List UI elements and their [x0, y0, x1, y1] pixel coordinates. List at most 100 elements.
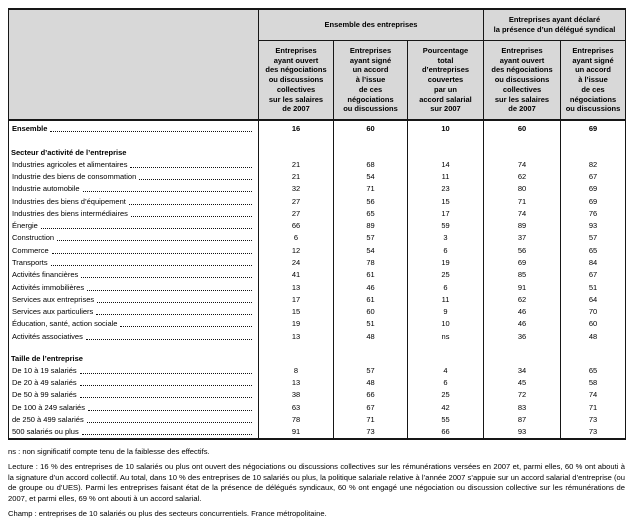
value-cell: 89: [483, 219, 561, 233]
value-cell: 21: [258, 170, 334, 183]
value-cell: 73: [333, 425, 408, 440]
table-row: De 50 à 99 salariés 38 66 25 72 74: [8, 389, 626, 402]
value-cell: 69: [483, 256, 561, 269]
value-cell: 71: [588, 402, 598, 412]
value-cell: 6: [407, 244, 484, 257]
dot-leader: [81, 434, 252, 436]
value-cell: 91: [483, 281, 561, 294]
value-cell: 8: [258, 364, 334, 377]
table-row: Transports 24 78 19 69 84: [8, 256, 626, 269]
value-cell: 37: [483, 232, 561, 245]
value-cell: 56: [483, 244, 561, 257]
row-label-text: Ensemble: [12, 124, 48, 133]
column-header-row: Entreprises ayant ouvert des négociation…: [9, 40, 626, 121]
value-cell: 58: [588, 378, 598, 388]
value-cell: 65: [588, 245, 598, 255]
value-cell: [258, 144, 334, 159]
row-label: Services aux particuliers: [8, 305, 259, 319]
row-label: Transports: [8, 256, 259, 269]
row-label: Services aux entreprises: [8, 293, 259, 306]
value-cell: 68: [333, 158, 408, 171]
value-cell: 46: [483, 318, 561, 331]
value-cell: 3: [407, 232, 484, 245]
row-label: [8, 136, 259, 145]
column-group-ensemble-entreprises: Ensemble des entreprises: [258, 9, 484, 41]
row-label: Taille de l’entreprise: [8, 350, 259, 365]
row-label-text: Industrie des biens de consommation: [12, 172, 137, 182]
value-cell: 60: [333, 305, 408, 319]
value-cell: [407, 136, 484, 145]
value-cell: [483, 136, 561, 145]
dot-leader: [86, 422, 252, 424]
value-cell: 66: [258, 219, 334, 233]
row-label: 500 salariés ou plus: [8, 425, 259, 440]
value-cell: 48: [333, 330, 408, 343]
table-header: Ensemble des entreprises Entreprises aya…: [8, 9, 626, 121]
table-row: Éducation, santé, action sociale 19 51 10 46…: [8, 318, 626, 331]
row-label: De 20 à 49 salariés: [8, 376, 259, 390]
value-cell: 69: [588, 124, 598, 133]
row-label-text: De 50 à 99 salariés: [12, 390, 77, 400]
row-label: Commerce: [8, 244, 259, 257]
table-row: Industries des biens d’équipement 27 56 15 7…: [8, 195, 626, 208]
dot-leader: [50, 265, 252, 267]
table-row: Industrie des biens de consommation 21 54 1…: [8, 170, 626, 183]
corner-cell: [8, 9, 259, 121]
value-cell: 21: [258, 158, 334, 171]
dot-leader: [82, 191, 252, 193]
dot-leader: [87, 289, 252, 291]
value-cell: 83: [483, 401, 561, 414]
dot-leader: [57, 240, 252, 242]
value-cell: 60: [483, 120, 561, 137]
value-cell: 74: [483, 158, 561, 171]
value-cell: 66: [333, 389, 408, 402]
salary-negotiations-table: Ensemble des entreprises Entreprises aya…: [8, 8, 626, 441]
value-cell: 51: [333, 318, 408, 331]
dot-leader: [96, 314, 252, 316]
spacer-row: [8, 136, 626, 145]
table-row: Activités financières 41 61 25 85 67: [8, 268, 626, 282]
value-cell: [407, 350, 484, 365]
value-cell: 67: [588, 270, 598, 280]
value-cell: [258, 350, 334, 365]
value-cell: 63: [258, 401, 334, 414]
value-cell: 60: [333, 120, 408, 137]
row-label-text: 500 salariés ou plus: [12, 427, 79, 437]
table-row: Construction 6 57 3 37 57: [8, 232, 626, 245]
value-cell: 65: [333, 207, 408, 220]
value-cell: 61: [333, 268, 408, 282]
value-cell: [333, 136, 408, 145]
value-cell: 56: [333, 195, 408, 208]
dot-leader: [130, 166, 252, 168]
column-group-delegue-syndical: Entreprises ayant déclaré la présence d’…: [483, 9, 626, 41]
value-cell: 89: [333, 219, 408, 233]
row-label: de 250 à 499 salariés: [8, 413, 259, 426]
dot-leader: [51, 252, 252, 254]
row-label: Activités financières: [8, 268, 259, 282]
value-cell: 78: [258, 413, 334, 426]
dot-leader: [87, 409, 252, 411]
column-header-4: Entreprises ayant ouvert des négociation…: [483, 40, 561, 121]
value-cell: [407, 342, 484, 351]
column-header-3: Pourcentage total d’entreprises couverte…: [407, 40, 484, 121]
value-cell: 11: [407, 293, 484, 306]
column-header-5: Entreprises ayant signé un accord à l’is…: [560, 40, 626, 121]
column-header-2: Entreprises ayant signé un accord à l’is…: [333, 40, 408, 121]
value-cell: 54: [333, 244, 408, 257]
value-cell: [561, 351, 626, 365]
row-label-text: Activités financières: [12, 270, 79, 280]
value-cell: 32: [258, 182, 334, 196]
value-cell: 12: [258, 244, 334, 257]
value-cell: 25: [407, 268, 484, 282]
value-cell: 24: [258, 256, 334, 269]
value-cell: 74: [588, 390, 598, 400]
value-cell: 6: [407, 376, 484, 390]
value-cell: 17: [407, 207, 484, 220]
value-cell: 93: [588, 221, 598, 231]
value-cell: [483, 350, 561, 365]
row-label: Construction: [8, 232, 259, 245]
value-cell: 10: [407, 318, 484, 331]
row-label: Activités immobilières: [8, 281, 259, 294]
value-cell: 51: [588, 282, 598, 292]
